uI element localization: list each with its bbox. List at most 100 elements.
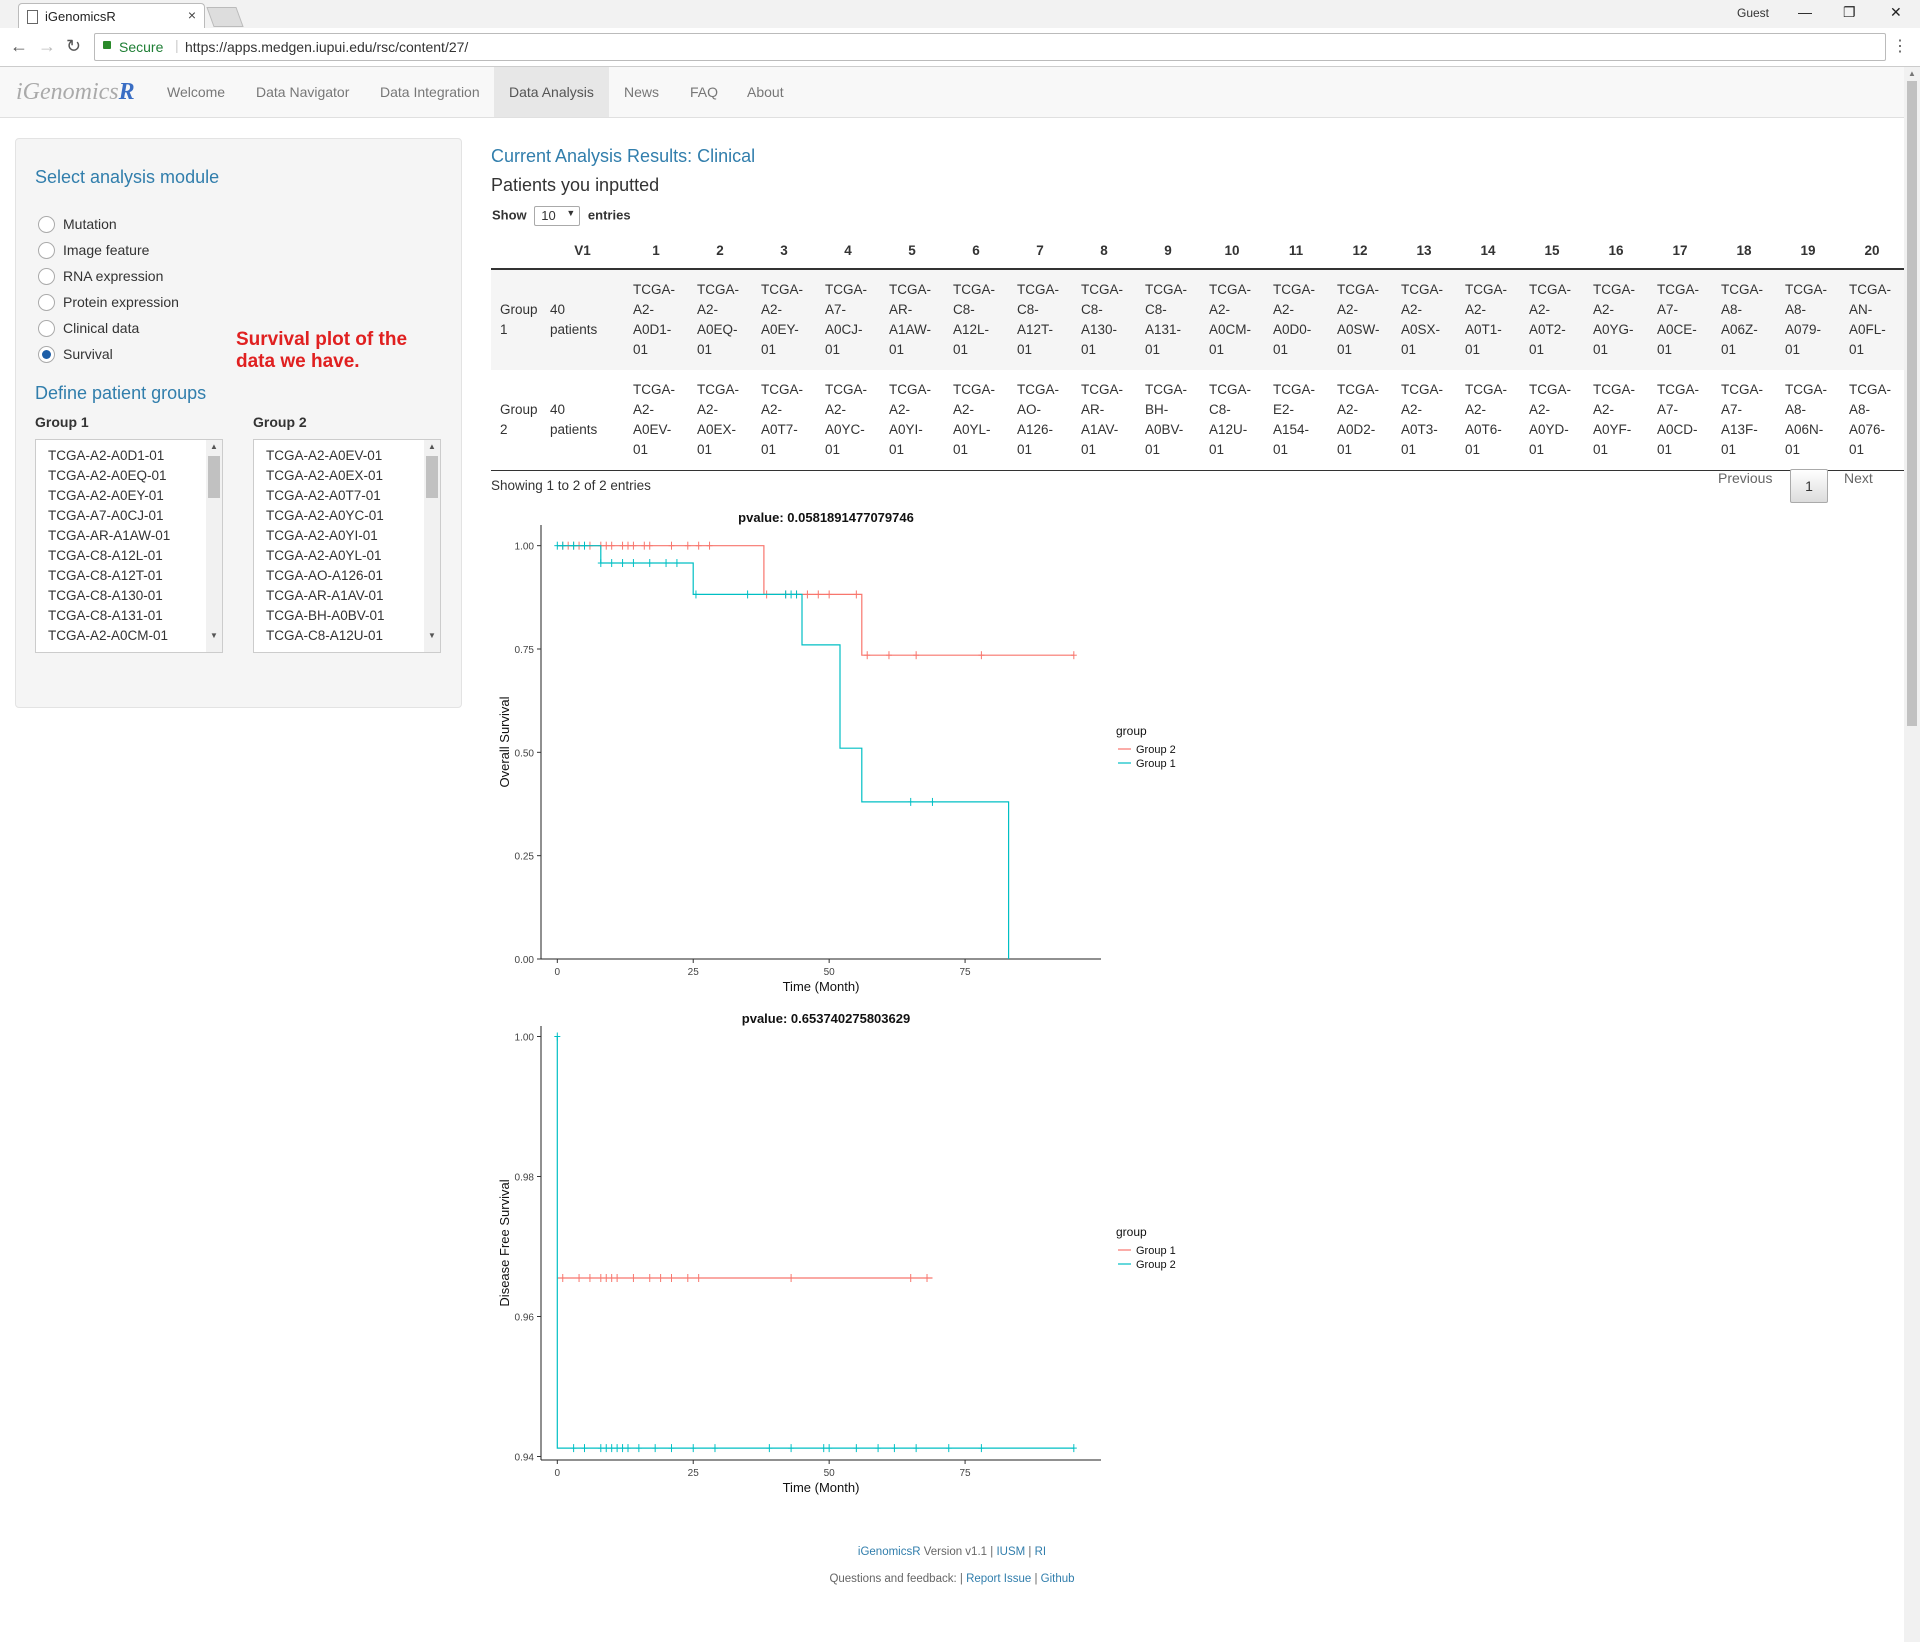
column-header[interactable]: 7	[1008, 232, 1072, 270]
list-item[interactable]: TCGA-A2-A0D1-01	[48, 448, 165, 463]
nav-news[interactable]: News	[624, 84, 660, 100]
column-header[interactable]: 19	[1776, 232, 1840, 270]
list-item[interactable]: TCGA-A2-A0YC-01	[266, 508, 384, 523]
column-header[interactable]: 8	[1072, 232, 1136, 270]
showing-info: Showing 1 to 2 of 2 entries	[491, 478, 651, 493]
table-header-row: V1 1 2 3 4 5 6 7 8 9 10 11 12 13 14 15 16 17 18 19 20	[491, 232, 1904, 270]
back-icon[interactable]: ←	[10, 36, 28, 56]
column-header[interactable]: V1	[541, 232, 624, 270]
nav-faq[interactable]: FAQ	[690, 84, 719, 100]
column-header[interactable]: 12	[1328, 232, 1392, 270]
group2-scrollbar[interactable]: ▲ ▼	[424, 440, 440, 652]
column-header[interactable]: 16	[1584, 232, 1648, 270]
column-header[interactable]: 6	[944, 232, 1008, 270]
list-item[interactable]: TCGA-AR-A1AW-01	[48, 528, 171, 543]
radio-circle[interactable]	[38, 320, 55, 337]
browser-tab[interactable]: iGenomicsR ×	[18, 3, 205, 29]
list-item[interactable]: TCGA-C8-A12U-01	[266, 628, 384, 643]
radio-circle-selected[interactable]	[38, 346, 55, 363]
scroll-up-icon[interactable]: ▲	[210, 442, 218, 451]
group1-listbox[interactable]: TCGA-A2-A0D1-01 TCGA-A2-A0EQ-01 TCGA-A2-A0…	[35, 439, 223, 653]
column-header[interactable]: 5	[880, 232, 944, 270]
url-field[interactable]: Secure | https://apps.medgen.iupui.edu/r…	[94, 33, 1886, 61]
list-item[interactable]: TCGA-A2-A0T7-01	[266, 488, 381, 503]
minimize-icon[interactable]: —	[1798, 4, 1812, 20]
radio-circle[interactable]	[38, 242, 55, 259]
column-header[interactable]: 11	[1264, 232, 1328, 270]
previous-button[interactable]: Previous	[1718, 470, 1773, 486]
tab-close-icon[interactable]: ×	[187, 7, 196, 23]
nav-welcome[interactable]: Welcome	[167, 84, 226, 100]
table-row: Group 1 40 patients TCGA- A2- A0D1- 01 TCGA- A2- A…	[491, 269, 1904, 370]
list-item[interactable]: TCGA-AO-A126-01	[266, 568, 384, 583]
list-item[interactable]: TCGA-BH-A0BV-01	[266, 608, 385, 623]
next-button[interactable]: Next	[1844, 470, 1873, 486]
github-link[interactable]: Github	[1040, 1573, 1075, 1585]
list-item[interactable]: TCGA-A7-A0CJ-01	[48, 508, 164, 523]
radio-circle[interactable]	[38, 216, 55, 233]
list-item[interactable]: TCGA-A2-A0YL-01	[266, 548, 382, 563]
column-header[interactable]: 13	[1392, 232, 1456, 270]
list-item[interactable]: TCGA-A2-A0EY-01	[48, 488, 164, 503]
column-header[interactable]: 10	[1200, 232, 1264, 270]
column-header[interactable]: 1	[624, 232, 688, 270]
column-header[interactable]: 14	[1456, 232, 1520, 270]
radio-label: Protein expression	[63, 294, 179, 310]
new-tab-button[interactable]	[206, 7, 244, 27]
scrollbar-thumb[interactable]	[426, 456, 438, 498]
list-item[interactable]: TCGA-A2-A0CM-01	[48, 628, 169, 643]
page-scrollbar[interactable]: ▲	[1904, 67, 1920, 1642]
page-scrollbar-thumb[interactable]	[1907, 81, 1917, 726]
list-item[interactable]: TCGA-A2-A0EX-01	[266, 468, 384, 483]
nav-data-navigator[interactable]: Data Navigator	[256, 84, 350, 100]
window-close-icon[interactable]: ✕	[1890, 4, 1902, 20]
column-header[interactable]: 17	[1648, 232, 1712, 270]
list-item[interactable]: TCGA-A2-A0EV-01	[266, 448, 383, 463]
list-item[interactable]: TCGA-C8-A131-01	[48, 608, 163, 623]
reload-icon[interactable]: ↻	[66, 36, 82, 56]
radio-circle[interactable]	[38, 294, 55, 311]
scroll-down-icon[interactable]: ▼	[210, 631, 218, 640]
column-header[interactable]: 9	[1136, 232, 1200, 270]
list-item[interactable]: TCGA-C8-A130-01	[48, 588, 163, 603]
profile-label[interactable]: Guest	[1737, 6, 1770, 20]
legend-label: Group 2	[1136, 744, 1176, 756]
column-header[interactable]: 20	[1840, 232, 1904, 270]
entries-select[interactable]: 10 ▼	[534, 206, 581, 226]
scroll-up-icon[interactable]: ▲	[1908, 69, 1916, 78]
scrollbar-thumb[interactable]	[208, 456, 220, 498]
column-header[interactable]: 18	[1712, 232, 1776, 270]
restore-icon[interactable]: ❐	[1843, 4, 1856, 20]
column-header[interactable]: 15	[1520, 232, 1584, 270]
brand-logo[interactable]: iGenomicsR	[16, 79, 135, 106]
table-cell: TCGA- A2- A0EQ- 01	[688, 269, 752, 370]
scroll-up-icon[interactable]: ▲	[428, 442, 436, 451]
footer-ri-link[interactable]: RI	[1034, 1546, 1047, 1558]
y-tick-label: 0.98	[515, 1173, 535, 1184]
browser-menu-icon[interactable]: ⋮	[1892, 38, 1908, 55]
nav-data-integration[interactable]: Data Integration	[380, 84, 480, 100]
radio-circle[interactable]	[38, 268, 55, 285]
list-item[interactable]: TCGA-C8-A12T-01	[48, 568, 163, 583]
table-cell: TCGA- AR- A1AW- 01	[880, 269, 944, 370]
list-item[interactable]: TCGA-C8-A12L-01	[48, 548, 163, 563]
group2-listbox[interactable]: TCGA-A2-A0EV-01 TCGA-A2-A0EX-01 TCGA-A2-A0…	[253, 439, 441, 653]
page-1-button[interactable]: 1	[1790, 469, 1828, 503]
column-header[interactable]	[491, 232, 541, 270]
footer-app-link[interactable]: iGenomicsR	[857, 1546, 921, 1558]
column-header[interactable]: 2	[688, 232, 752, 270]
list-item[interactable]: TCGA-AR-A1AV-01	[266, 588, 384, 603]
scroll-down-icon[interactable]: ▼	[428, 631, 436, 640]
forward-icon[interactable]: →	[38, 36, 56, 56]
report-issue-link[interactable]: Report Issue	[966, 1573, 1032, 1585]
column-header[interactable]: 4	[816, 232, 880, 270]
footer-iusm-link[interactable]: IUSM	[996, 1546, 1026, 1558]
group1-scrollbar[interactable]: ▲ ▼	[206, 440, 222, 652]
list-item[interactable]: TCGA-A2-A0YI-01	[266, 528, 378, 543]
nav-data-analysis[interactable]: Data Analysis	[494, 67, 609, 117]
table-cell: TCGA- A2- A0T1- 01	[1456, 269, 1520, 370]
column-header[interactable]: 3	[752, 232, 816, 270]
nav-about[interactable]: About	[747, 84, 784, 100]
list-item[interactable]: TCGA-A2-A0EQ-01	[48, 468, 167, 483]
table-cell: TCGA- E2- A154- 01	[1264, 370, 1328, 471]
